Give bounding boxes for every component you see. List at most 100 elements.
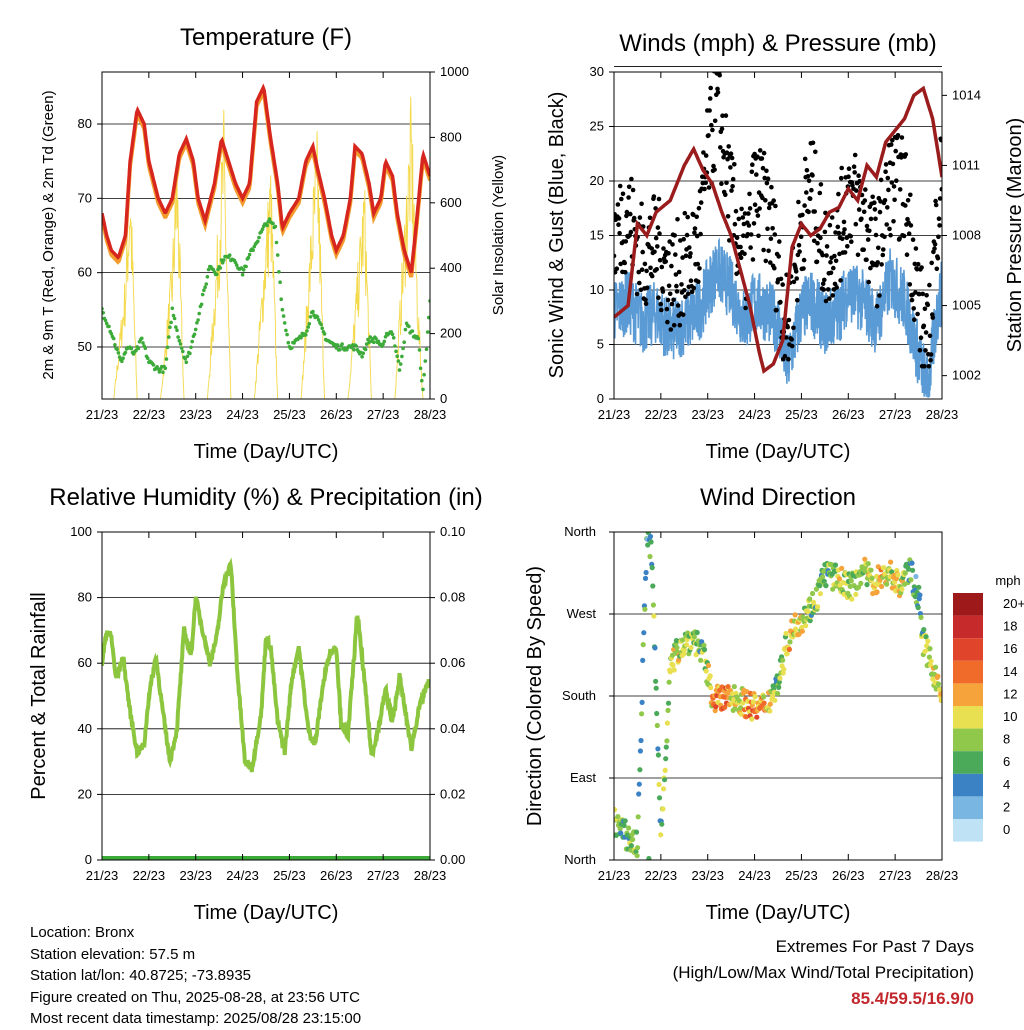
direction-point <box>731 684 737 690</box>
dewpoint-point <box>200 292 205 297</box>
colorbar-label: 6 <box>1003 754 1010 769</box>
gust-point <box>768 236 774 241</box>
dewpoint-point <box>195 321 199 325</box>
direction-x-ticks: 21/23 22/23 23/23 24/23 25/23 26/23 27/23 28/23 <box>598 532 958 883</box>
gust-point <box>885 205 890 210</box>
direction-point <box>917 592 923 598</box>
dewpoint-point <box>322 332 327 336</box>
direction-left-ticks: North East South West North <box>562 524 614 867</box>
gust-point <box>732 221 738 227</box>
gust-point <box>651 194 657 199</box>
direction-point <box>688 645 694 651</box>
x-tick-label: 25/23 <box>785 407 818 422</box>
gust-point <box>715 86 720 92</box>
gust-point <box>615 202 621 207</box>
temperature-title: Temperature (F) <box>180 24 352 51</box>
gust-point <box>766 248 771 254</box>
colorbar-label: 10 <box>1003 709 1017 724</box>
gust-point <box>853 221 859 227</box>
gust-point <box>617 230 622 236</box>
dewpoint-point <box>172 316 177 321</box>
direction-point <box>641 630 647 636</box>
dewpoint-point <box>290 346 294 350</box>
direction-point <box>836 576 843 582</box>
gust-point <box>637 280 642 286</box>
gust-point <box>840 236 845 242</box>
dewpoint-point <box>177 338 182 343</box>
gust-point <box>801 266 806 271</box>
gust-point <box>682 210 688 216</box>
gust-point <box>836 230 842 236</box>
gust-point <box>673 252 678 257</box>
direction-point <box>683 642 690 648</box>
gust-point <box>653 235 659 241</box>
gust-point <box>708 85 713 91</box>
y-tick-label: 100 <box>70 524 92 539</box>
direction-point <box>652 645 658 651</box>
temperature-x-ticks: 21/23 22/23 23/23 24/23 25/23 26/23 27/23 28/23 <box>86 72 446 422</box>
dewpoint-point <box>111 336 116 341</box>
gust-point <box>810 140 816 146</box>
dewpoint-point <box>176 335 180 339</box>
dewpoint-point <box>169 320 173 325</box>
direction-point <box>814 604 821 610</box>
gust-point <box>759 156 765 161</box>
temperature-ylabel-right: Solar Insolation (Yellow) <box>490 155 507 315</box>
gust-point <box>671 297 676 303</box>
direction-point <box>787 639 793 645</box>
gust-point <box>760 165 766 171</box>
dewpoint-point <box>197 311 201 316</box>
dewpoint-point <box>143 346 148 351</box>
gust-point <box>769 184 774 190</box>
gust-point <box>939 186 942 192</box>
dewpoint-point <box>315 315 320 319</box>
direction-point <box>740 700 746 706</box>
direction-point <box>933 664 939 670</box>
direction-point <box>621 822 627 829</box>
y2-tick-label: 600 <box>440 195 462 210</box>
gust-point <box>682 288 687 293</box>
colorbar-label: 18 <box>1003 619 1017 634</box>
gust-point <box>773 203 778 209</box>
dewpoint-point <box>305 329 309 333</box>
gust-point <box>917 291 922 297</box>
direction-point <box>633 849 639 855</box>
direction-point <box>681 651 687 657</box>
direction-point <box>770 693 776 699</box>
dewpoint-point <box>372 340 376 345</box>
gust-point <box>783 335 789 340</box>
temperature-gridlines <box>102 123 430 348</box>
gust-point <box>846 166 852 171</box>
gust-point <box>749 169 755 175</box>
gust-point <box>824 244 830 249</box>
gust-point <box>910 237 916 242</box>
direction-series <box>614 532 942 860</box>
y2-tick-label: 1011 <box>952 157 980 172</box>
direction-point <box>912 594 919 600</box>
dewpoint-point <box>120 359 124 364</box>
dewpoint-point <box>286 340 291 345</box>
direction-point <box>799 624 805 630</box>
gust-point <box>841 219 847 225</box>
dewpoint-point <box>140 336 144 341</box>
gust-point <box>706 133 711 138</box>
gust-point <box>861 247 866 252</box>
colorbar-swatch <box>953 706 983 729</box>
gust-point <box>656 196 662 202</box>
dewpoint-point <box>275 253 280 257</box>
direction-point <box>939 697 942 703</box>
gust-point <box>707 108 712 113</box>
gust-point <box>620 191 626 197</box>
dewpoint-point <box>278 280 282 285</box>
direction-point <box>703 668 709 674</box>
x-tick-label: 27/23 <box>879 868 912 883</box>
dewpoint-point <box>338 347 342 352</box>
direction-point <box>935 681 942 687</box>
x-tick-label: 24/23 <box>738 407 771 422</box>
colorbar-swatch <box>953 615 983 639</box>
gust-point <box>886 187 891 193</box>
direction-point <box>698 657 704 663</box>
gust-point <box>863 187 868 192</box>
gust-point <box>814 259 820 265</box>
gust-point <box>897 236 902 241</box>
